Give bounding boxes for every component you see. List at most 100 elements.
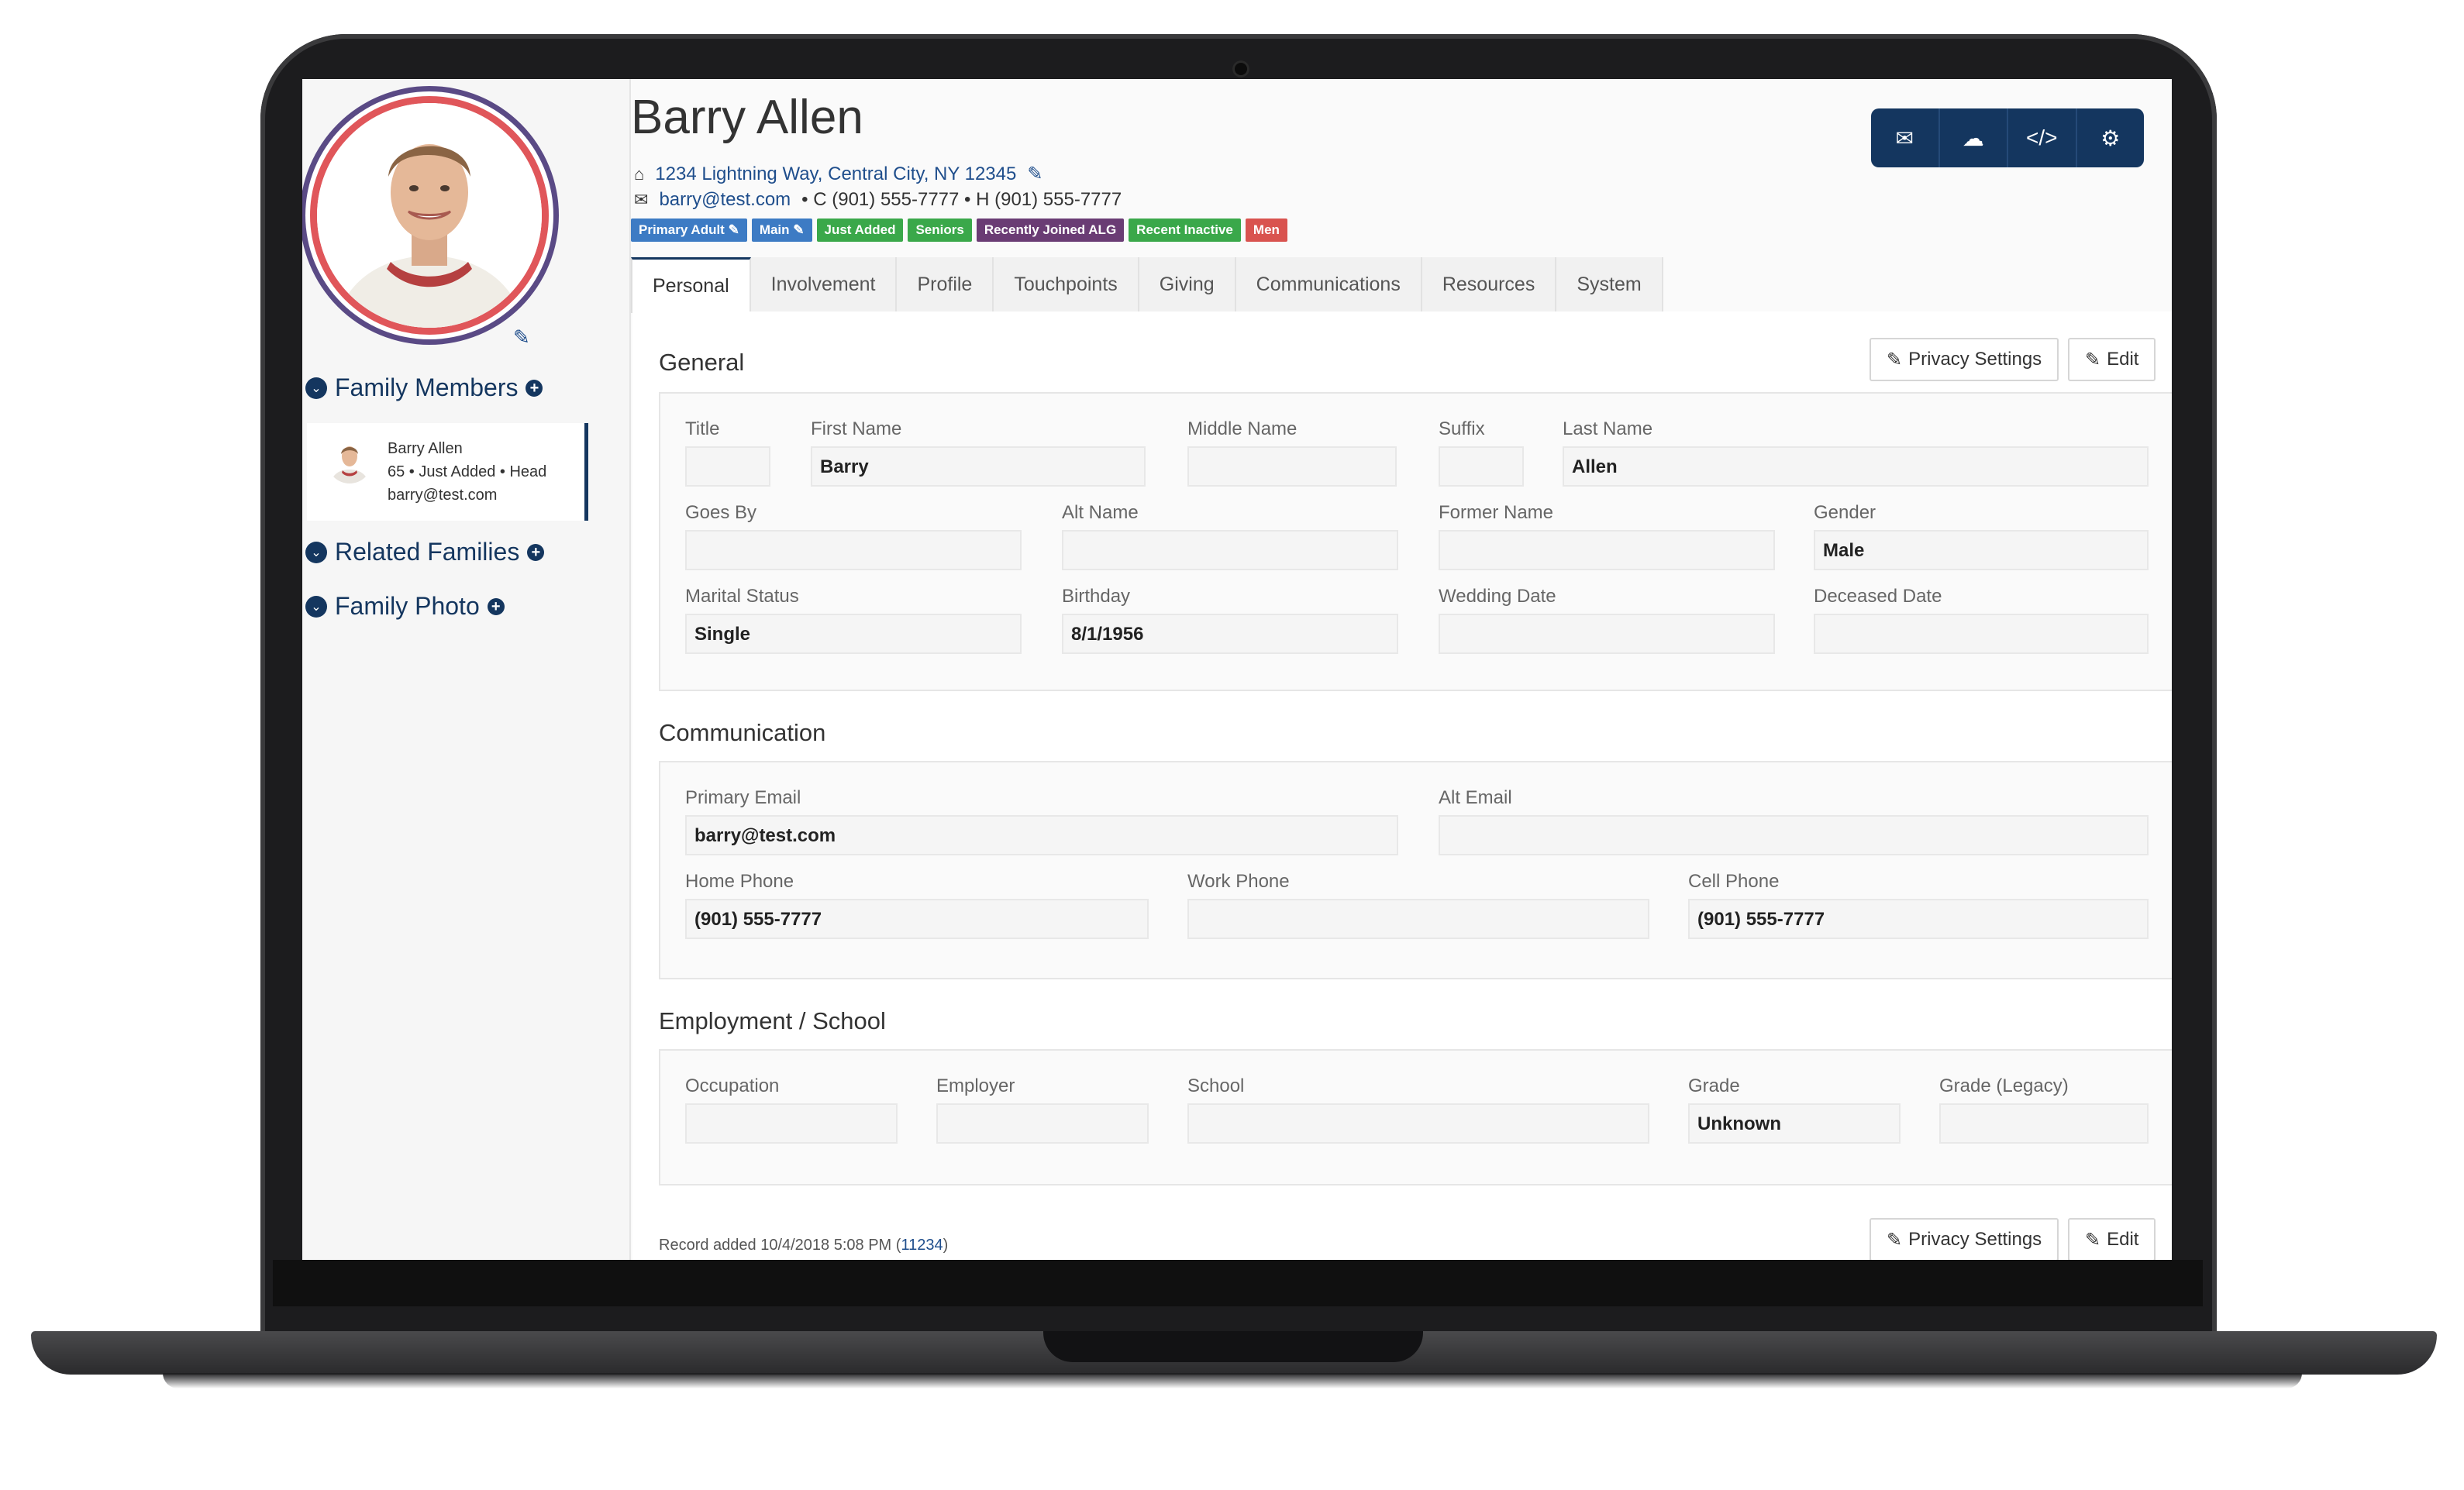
family-photo-header[interactable]: ⌄ Family Photo + [305,592,505,621]
former-name-field[interactable]: Former Name [1439,502,1775,570]
tag-badge[interactable]: Recent Inactive [1129,219,1241,242]
laptop-notch [1043,1331,1423,1362]
last-name-value[interactable]: Allen [1563,446,2149,487]
pencil-icon: ✎ [2085,349,2101,370]
occupation-field[interactable]: Occupation [685,1075,898,1144]
grade-field[interactable]: Grade Unknown [1688,1075,1901,1144]
add-family-photo-icon[interactable]: + [487,597,505,615]
privacy-settings-button[interactable]: ✎ Privacy Settings [1870,338,2059,381]
privacy-settings-button-bottom[interactable]: ✎ Privacy Settings [1870,1218,2059,1260]
grade-legacy-value[interactable] [1939,1103,2149,1144]
add-family-member-icon[interactable]: + [526,379,543,397]
former-name-value[interactable] [1439,530,1775,570]
primary-email-field[interactable]: Primary Email barry@test.com [685,787,1398,855]
title-label: Title [685,418,720,439]
deceased-date-value[interactable] [1814,614,2149,654]
tab-content-personal: General ✎ Privacy Settings ✎ Edit Title … [632,311,2172,1260]
gender-field[interactable]: Gender Male [1814,502,2149,570]
wedding-date-field[interactable]: Wedding Date [1439,586,1775,654]
suffix-label: Suffix [1439,418,1485,439]
family-members-header[interactable]: ⌄ Family Members + [305,373,543,402]
alt-email-field[interactable]: Alt Email [1439,787,2149,855]
employer-field[interactable]: Employer [936,1075,1149,1144]
home-phone-value[interactable]: (901) 555-7777 [685,899,1149,939]
tab-communications[interactable]: Communications [1235,257,1422,311]
suffix-field[interactable]: Suffix [1439,418,1524,487]
birthday-value[interactable]: 8/1/1956 [1062,614,1398,654]
title-value[interactable] [685,446,770,487]
envelope-icon[interactable]: ✉ [1871,108,1940,167]
suffix-value[interactable] [1439,446,1524,487]
edit-photo-icon[interactable]: ✎ [513,325,530,349]
code-icon[interactable]: </> [2008,108,2077,167]
goes-by-field[interactable]: Goes By [685,502,1022,570]
tag-badge[interactable]: Men [1245,219,1287,242]
work-phone-value[interactable] [1187,899,1649,939]
cloud-download-icon[interactable]: ☁ [1940,108,2008,167]
marital-status-label: Marital Status [685,586,799,607]
tag-badge[interactable]: Just Added [816,219,904,242]
tab-profile[interactable]: Profile [897,257,994,311]
tab-resources[interactable]: Resources [1422,257,1557,311]
gender-value[interactable]: Male [1814,530,2149,570]
tab-system[interactable]: System [1556,257,1663,311]
grade-legacy-field[interactable]: Grade (Legacy) [1939,1075,2149,1144]
middle-name-field[interactable]: Middle Name [1187,418,1397,487]
edit-button-bottom[interactable]: ✎ Edit [2068,1218,2156,1260]
tag-badge[interactable]: Recently Joined ALG [976,219,1125,242]
main-content: Barry Allen ⌂ 1234 Lightning Way, Centra… [631,79,2172,1260]
camera-icon [1232,60,1249,77]
gender-label: Gender [1814,502,1876,523]
employer-value[interactable] [936,1103,1149,1144]
add-related-family-icon[interactable]: + [527,543,545,561]
occupation-value[interactable] [685,1103,898,1144]
school-field[interactable]: School [1187,1075,1649,1144]
birthday-field[interactable]: Birthday 8/1/1956 [1062,586,1398,654]
gear-icon[interactable]: ⚙ [2100,126,2121,150]
title-field[interactable]: Title [685,418,770,487]
first-name-value[interactable]: Barry [811,446,1146,487]
tab-bar: Personal Involvement Profile Touchpoints… [631,257,2172,313]
pencil-icon: ✎ [1887,349,1903,370]
envelope-icon: ✉ [634,190,649,209]
middle-name-value[interactable] [1187,446,1397,487]
first-name-field[interactable]: First Name Barry [811,418,1146,487]
deceased-date-field[interactable]: Deceased Date [1814,586,2149,654]
record-added-note: Record added 10/4/2018 5:08 PM (11234) [659,1237,948,1254]
wedding-date-value[interactable] [1439,614,1775,654]
record-id-link[interactable]: 11234 [901,1237,943,1254]
alt-email-value[interactable] [1439,815,2149,855]
marital-status-value[interactable]: Single [685,614,1022,654]
school-value[interactable] [1187,1103,1649,1144]
cell-phone-value[interactable]: (901) 555-7777 [1688,899,2149,939]
tab-personal[interactable]: Personal [631,257,751,313]
primary-email-value[interactable]: barry@test.com [685,815,1398,855]
occupation-label: Occupation [685,1075,780,1096]
home-phone-label: Home Phone [685,871,794,892]
grade-value[interactable]: Unknown [1688,1103,1901,1144]
tag-badge[interactable]: Main ✎ [751,219,812,242]
tag-badge[interactable]: Primary Adult ✎ [631,219,747,242]
family-member-card[interactable]: Barry Allen 65 • Just Added • Head barry… [307,423,588,521]
tag-badge[interactable]: Seniors [908,219,972,242]
related-families-label: Related Families [335,538,520,566]
last-name-field[interactable]: Last Name Allen [1563,418,2149,487]
address-link[interactable]: 1234 Lightning Way, Central City, NY 123… [655,163,1017,184]
edit-address-icon[interactable]: ✎ [1027,163,1043,184]
marital-status-field[interactable]: Marital Status Single [685,586,1022,654]
profile-photo[interactable] [310,96,549,335]
goes-by-value[interactable] [685,530,1022,570]
work-phone-field[interactable]: Work Phone [1187,871,1649,939]
related-families-header[interactable]: ⌄ Related Families + [305,538,545,566]
home-phone-field[interactable]: Home Phone (901) 555-7777 [685,871,1149,939]
tab-giving[interactable]: Giving [1139,257,1236,311]
tab-involvement[interactable]: Involvement [750,257,898,311]
member-email: barry@test.com [388,487,498,504]
cell-phone-field[interactable]: Cell Phone (901) 555-7777 [1688,871,2149,939]
work-phone-label: Work Phone [1187,871,1290,892]
alt-name-field[interactable]: Alt Name [1062,502,1398,570]
alt-name-value[interactable] [1062,530,1398,570]
email-link[interactable]: barry@test.com [659,189,791,210]
tab-touchpoints[interactable]: Touchpoints [994,257,1139,311]
edit-button[interactable]: ✎ Edit [2068,338,2156,381]
